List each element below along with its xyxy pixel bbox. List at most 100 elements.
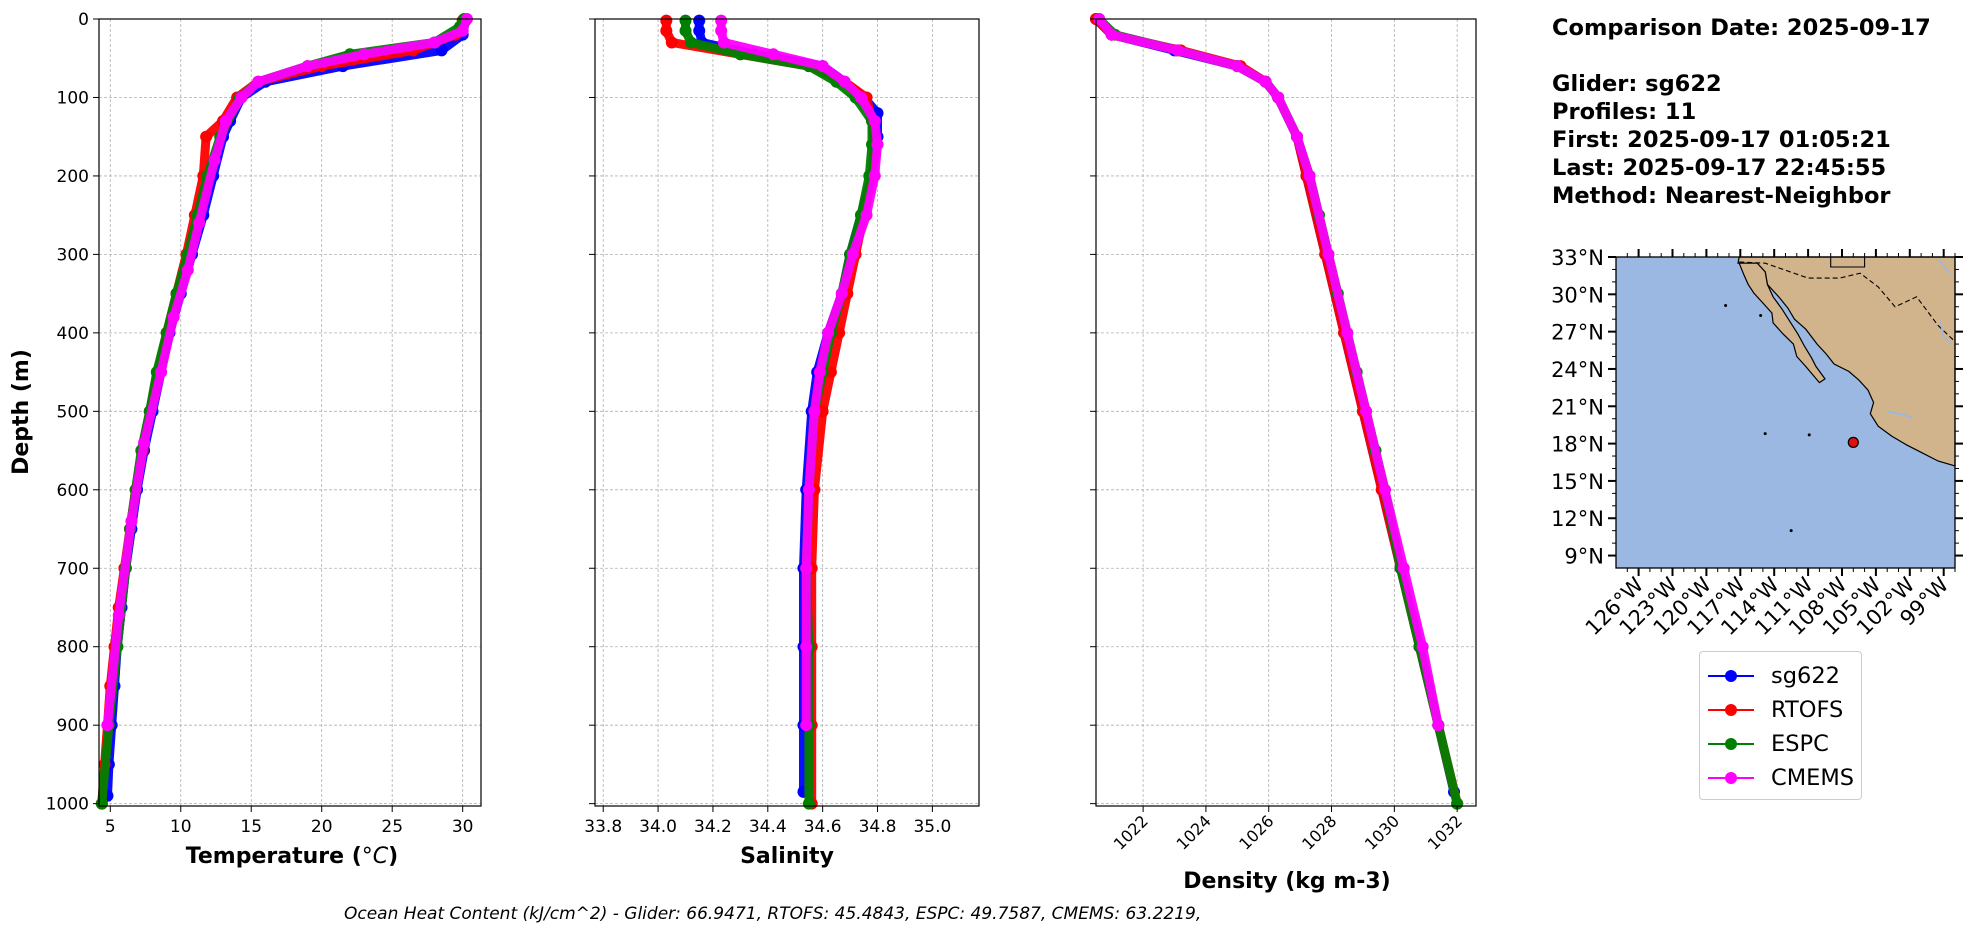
data-point-rtofs <box>660 14 673 27</box>
data-point-espc <box>679 14 692 27</box>
salinity-xlabel: Salinity <box>740 844 834 869</box>
data-point-cmems <box>1303 169 1316 182</box>
x-tick-label: 34.0 <box>639 817 677 837</box>
data-point-cmems <box>252 75 265 88</box>
data-point-cmems <box>715 14 728 27</box>
data-point-cmems <box>846 248 859 261</box>
series-line-sg622 <box>694 16 882 797</box>
data-point-cmems <box>1259 75 1272 88</box>
data-point-cmems <box>868 169 881 182</box>
data-point-cmems <box>1272 91 1285 104</box>
axes-frame <box>98 18 482 807</box>
x-tick-label: 20 <box>311 817 333 837</box>
data-point-espc <box>679 24 692 37</box>
comparison-date: Comparison Date: 2025-09-17 <box>1552 15 1931 41</box>
legend-label: CMEMS <box>1771 765 1855 791</box>
data-point-cmems <box>835 287 848 300</box>
y-tick-label: 300 <box>57 245 89 265</box>
y-tick-label: 500 <box>57 402 89 422</box>
y-tick-label: 600 <box>57 481 89 501</box>
series-line-rtofs <box>661 16 880 809</box>
glider-position-marker <box>1847 436 1859 448</box>
data-point-cmems <box>1397 562 1410 575</box>
us-mexico-border <box>1739 261 1956 342</box>
data-point-cmems <box>301 60 314 73</box>
info-panel: Comparison Date: 2025-09-17 Glider: sg62… <box>1552 14 1931 210</box>
method: Method: Nearest-Neighbor <box>1552 183 1891 209</box>
data-point-cmems <box>193 217 206 230</box>
data-point-cmems <box>1290 130 1303 143</box>
y-tick-label: 0 <box>78 10 89 30</box>
legend-item-espc: ESPC <box>1700 727 1860 761</box>
legend-item-cmems: CMEMS <box>1700 761 1860 795</box>
data-point-sg622 <box>435 44 448 57</box>
legend-label: RTOFS <box>1771 697 1844 723</box>
legend-marker-icon <box>1725 704 1737 716</box>
data-point-cmems <box>208 154 221 167</box>
lat-tick-label: 33°N <box>1551 246 1604 270</box>
data-point-rtofs <box>816 405 829 418</box>
lat-tick-label: 24°N <box>1551 358 1604 382</box>
first-time: First: 2025-09-17 01:05:21 <box>1552 127 1891 153</box>
lat-tick-label: 30°N <box>1551 283 1604 307</box>
data-point-espc <box>1451 797 1464 810</box>
profiles-count: Profiles: 11 <box>1552 99 1697 125</box>
island <box>1807 433 1811 437</box>
data-point-cmems <box>235 91 248 104</box>
temperature-xlabel-unit: °C <box>362 844 389 869</box>
y-tick-label: 900 <box>57 716 89 736</box>
island <box>1789 529 1793 533</box>
data-point-cmems <box>125 515 138 528</box>
series-line-sg622 <box>103 16 470 801</box>
x-tick-label: 1026 <box>1235 811 1277 853</box>
x-tick-label: 1024 <box>1173 811 1215 853</box>
x-tick-label: 1028 <box>1298 811 1340 853</box>
data-point-cmems <box>456 24 469 37</box>
lat-tick-label: 18°N <box>1551 433 1604 457</box>
legend-label: ESPC <box>1771 731 1829 757</box>
data-point-cmems <box>868 115 881 128</box>
x-tick-label: 1022 <box>1110 811 1152 853</box>
data-point-espc <box>802 797 815 810</box>
y-tick-label: 1000 <box>46 795 89 815</box>
x-tick-label: 34.2 <box>694 817 732 837</box>
lat-tick-label: 9°N <box>1564 545 1604 569</box>
data-point-cmems <box>1171 44 1184 57</box>
data-point-cmems <box>800 640 813 653</box>
data-point-cmems <box>871 138 884 151</box>
x-tick-label: 30 <box>452 817 474 837</box>
data-point-cmems <box>715 24 728 37</box>
x-tick-label: 10 <box>170 817 192 837</box>
island <box>1759 313 1763 317</box>
series-line-espc <box>681 16 877 809</box>
data-point-sg622 <box>693 24 706 37</box>
depth-ylabel: Depth (m) <box>9 349 34 475</box>
legend-label: sg622 <box>1771 663 1840 689</box>
x-tick-label: 33.8 <box>584 817 622 837</box>
data-point-cmems <box>1432 719 1445 732</box>
data-point-cmems <box>808 405 821 418</box>
y-tick-label: 400 <box>57 324 89 344</box>
data-point-cmems <box>1416 640 1429 653</box>
legend-marker-icon <box>1725 772 1737 784</box>
x-tick-label: 34.4 <box>749 817 787 837</box>
data-point-cmems <box>1378 483 1391 496</box>
state-border <box>1830 257 1866 268</box>
data-point-rtofs <box>660 24 673 37</box>
temperature-xlabel-close: ) <box>388 844 398 869</box>
data-point-cmems <box>181 264 194 277</box>
data-point-rtofs <box>665 36 678 49</box>
data-point-cmems <box>428 36 441 49</box>
data-point-rtofs <box>200 130 213 143</box>
axes-frame <box>594 18 980 807</box>
y-tick-label: 700 <box>57 559 89 579</box>
data-point-cmems <box>1360 405 1373 418</box>
data-point-cmems <box>717 36 730 49</box>
salinity-panel: 33.8 34.0 34.2 34.4 34.6 34.8 35.0 <box>584 14 980 837</box>
data-point-sg622 <box>693 14 706 27</box>
temperature-panel: 5 10 15 20 25 3001002003004005006007008009001… <box>46 10 482 837</box>
data-point-cmems <box>101 719 114 732</box>
data-point-cmems <box>800 562 813 575</box>
legend: sg622 RTOFS ESPC CMEMS <box>1699 651 1862 800</box>
y-tick-label: 800 <box>57 638 89 658</box>
